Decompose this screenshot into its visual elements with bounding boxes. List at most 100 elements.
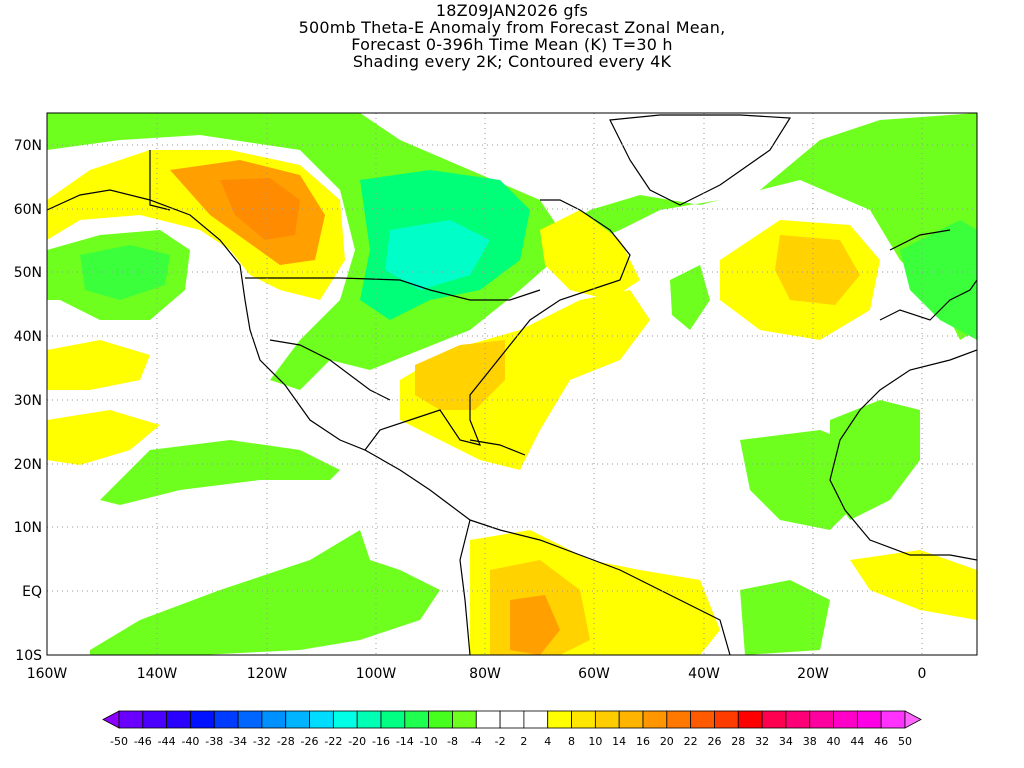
lon-label: 80W bbox=[469, 666, 501, 682]
colorbar-label: -14 bbox=[396, 735, 414, 748]
shading-green-westafrica bbox=[830, 400, 920, 520]
colorbar-box bbox=[380, 710, 406, 729]
grid-lines bbox=[47, 113, 977, 655]
coast-north-america bbox=[47, 189, 631, 451]
colorbar-label: -28 bbox=[277, 735, 295, 748]
title-line-4: Shading every 2K; Contoured every 4K bbox=[352, 52, 672, 71]
shading-green-tropical-band bbox=[100, 440, 340, 505]
map-frame bbox=[46, 112, 978, 656]
shading-green-pacific-core bbox=[80, 245, 170, 300]
colorbar-label: 22 bbox=[684, 735, 698, 748]
colorbar-box bbox=[833, 710, 858, 729]
colorbar-label: -16 bbox=[372, 735, 390, 748]
lon-label: 40W bbox=[688, 666, 720, 682]
colorbar-label: 16 bbox=[636, 735, 650, 748]
alaska-border bbox=[149, 150, 171, 211]
colorbar-label: -22 bbox=[324, 735, 342, 748]
colorbar-label: 44 bbox=[850, 735, 864, 748]
colorbar-box bbox=[213, 710, 239, 729]
colorbar-label: -38 bbox=[205, 735, 223, 748]
shading-yellow-gulfguinea bbox=[850, 550, 977, 620]
colorbar-box bbox=[880, 710, 906, 729]
coastlines bbox=[47, 114, 977, 655]
colorbar-label: -2 bbox=[495, 735, 506, 748]
title-line-1: 18Z09JAN2026 gfs bbox=[435, 1, 589, 20]
lat-label: 10N bbox=[14, 520, 42, 536]
colorbar-box bbox=[523, 710, 549, 729]
colorbar-box bbox=[666, 710, 692, 729]
colorbar-box bbox=[809, 710, 834, 729]
colorbar-labels: -50 -46 -44 -40 -38 -34 -32 -28 -26 -22 -20 -16 -14-… bbox=[110, 735, 912, 748]
lon-label: 60W bbox=[578, 666, 610, 682]
colorbar-box bbox=[309, 710, 334, 729]
colorbar: -50 -46 -44 -40 -38 -34 -32 -28 -26 -22 -20 -16 -14-… bbox=[102, 710, 922, 748]
colorbar-box bbox=[452, 710, 477, 729]
colorbar-label: -8 bbox=[447, 735, 458, 748]
lat-label: EQ bbox=[22, 584, 42, 600]
colorbar-box bbox=[190, 710, 215, 729]
colorbar-box bbox=[547, 710, 572, 729]
colorbar-label: 4 bbox=[544, 735, 551, 748]
colorbar-box bbox=[571, 710, 596, 729]
colorbar-label: 28 bbox=[731, 735, 745, 748]
lon-label: 140W bbox=[137, 666, 178, 682]
lon-label: 0 bbox=[918, 666, 927, 682]
shading-green-eastpac bbox=[90, 530, 440, 655]
colorbar-box bbox=[594, 710, 620, 729]
colorbar-label: 38 bbox=[803, 735, 817, 748]
shading-yellow-atlantic bbox=[400, 290, 650, 470]
us-mexico-border bbox=[269, 339, 391, 401]
colorbar-box bbox=[118, 710, 144, 729]
lon-label: 160W bbox=[27, 666, 68, 682]
colorbar-box bbox=[285, 710, 310, 729]
colorbar-label: 26 bbox=[707, 735, 721, 748]
colorbar-box bbox=[856, 710, 882, 729]
shading-yellow-subtropics bbox=[47, 410, 160, 465]
colorbar-label: -50 bbox=[110, 735, 128, 748]
colorbar-label: 50 bbox=[898, 735, 912, 748]
colorbar-label: 20 bbox=[660, 735, 674, 748]
lat-label: 30N bbox=[14, 393, 42, 409]
lat-label: 50N bbox=[14, 265, 42, 281]
title-block: 18Z09JAN2026 gfs 500mb Theta-E Anomaly f… bbox=[0, 2, 1024, 70]
colorbar-label: -4 bbox=[471, 735, 482, 748]
colorbar-box bbox=[356, 710, 382, 729]
us-canada-border bbox=[245, 277, 541, 301]
lat-axis: 70N 60N 50N 40N 30N 20N 10N EQ 10S bbox=[14, 138, 42, 664]
shading-cyan-hudson bbox=[385, 220, 490, 290]
colorbar-label: -40 bbox=[181, 735, 199, 748]
shading-gold-midatlantic bbox=[775, 235, 860, 305]
colorbar-label: -32 bbox=[253, 735, 271, 748]
colorbar-box bbox=[642, 710, 668, 729]
colorbar-label: 14 bbox=[612, 735, 626, 748]
colorbar-box bbox=[142, 710, 168, 729]
shading-green-europe bbox=[900, 220, 977, 340]
colorbar-box bbox=[332, 710, 358, 729]
coast-europe bbox=[879, 229, 977, 321]
lon-axis: 160W 140W 120W 100W 80W 60W 40W 20W 0 bbox=[27, 666, 927, 682]
shading-orange-southamerica bbox=[510, 595, 560, 655]
lat-label: 20N bbox=[14, 457, 42, 473]
colorbar-box bbox=[261, 710, 287, 729]
colorbar-box bbox=[404, 710, 430, 729]
colorbar-box bbox=[475, 710, 501, 729]
colorbar-box bbox=[237, 710, 263, 729]
colorbar-arrow-low bbox=[102, 710, 120, 729]
colorbar-label: 34 bbox=[779, 735, 793, 748]
colorbar-box bbox=[690, 710, 715, 729]
shading-yellow-eastpac bbox=[47, 340, 150, 390]
colorbar-label: 10 bbox=[588, 735, 602, 748]
colorbar-label: 46 bbox=[874, 735, 888, 748]
colorbar-boxes bbox=[102, 710, 922, 729]
colorbar-box bbox=[785, 710, 811, 729]
lat-label: 70N bbox=[14, 138, 42, 154]
colorbar-label: -44 bbox=[158, 735, 176, 748]
colorbar-label: -34 bbox=[229, 735, 247, 748]
lon-label: 120W bbox=[247, 666, 288, 682]
colorbar-arrow-high bbox=[904, 710, 922, 729]
title-line-2: 500mb Theta-E Anomaly from Forecast Zona… bbox=[298, 18, 726, 37]
coast-south-america bbox=[459, 519, 731, 655]
colorbar-box bbox=[499, 710, 525, 729]
colorbar-label: -26 bbox=[301, 735, 319, 748]
colorbar-box bbox=[714, 710, 739, 729]
